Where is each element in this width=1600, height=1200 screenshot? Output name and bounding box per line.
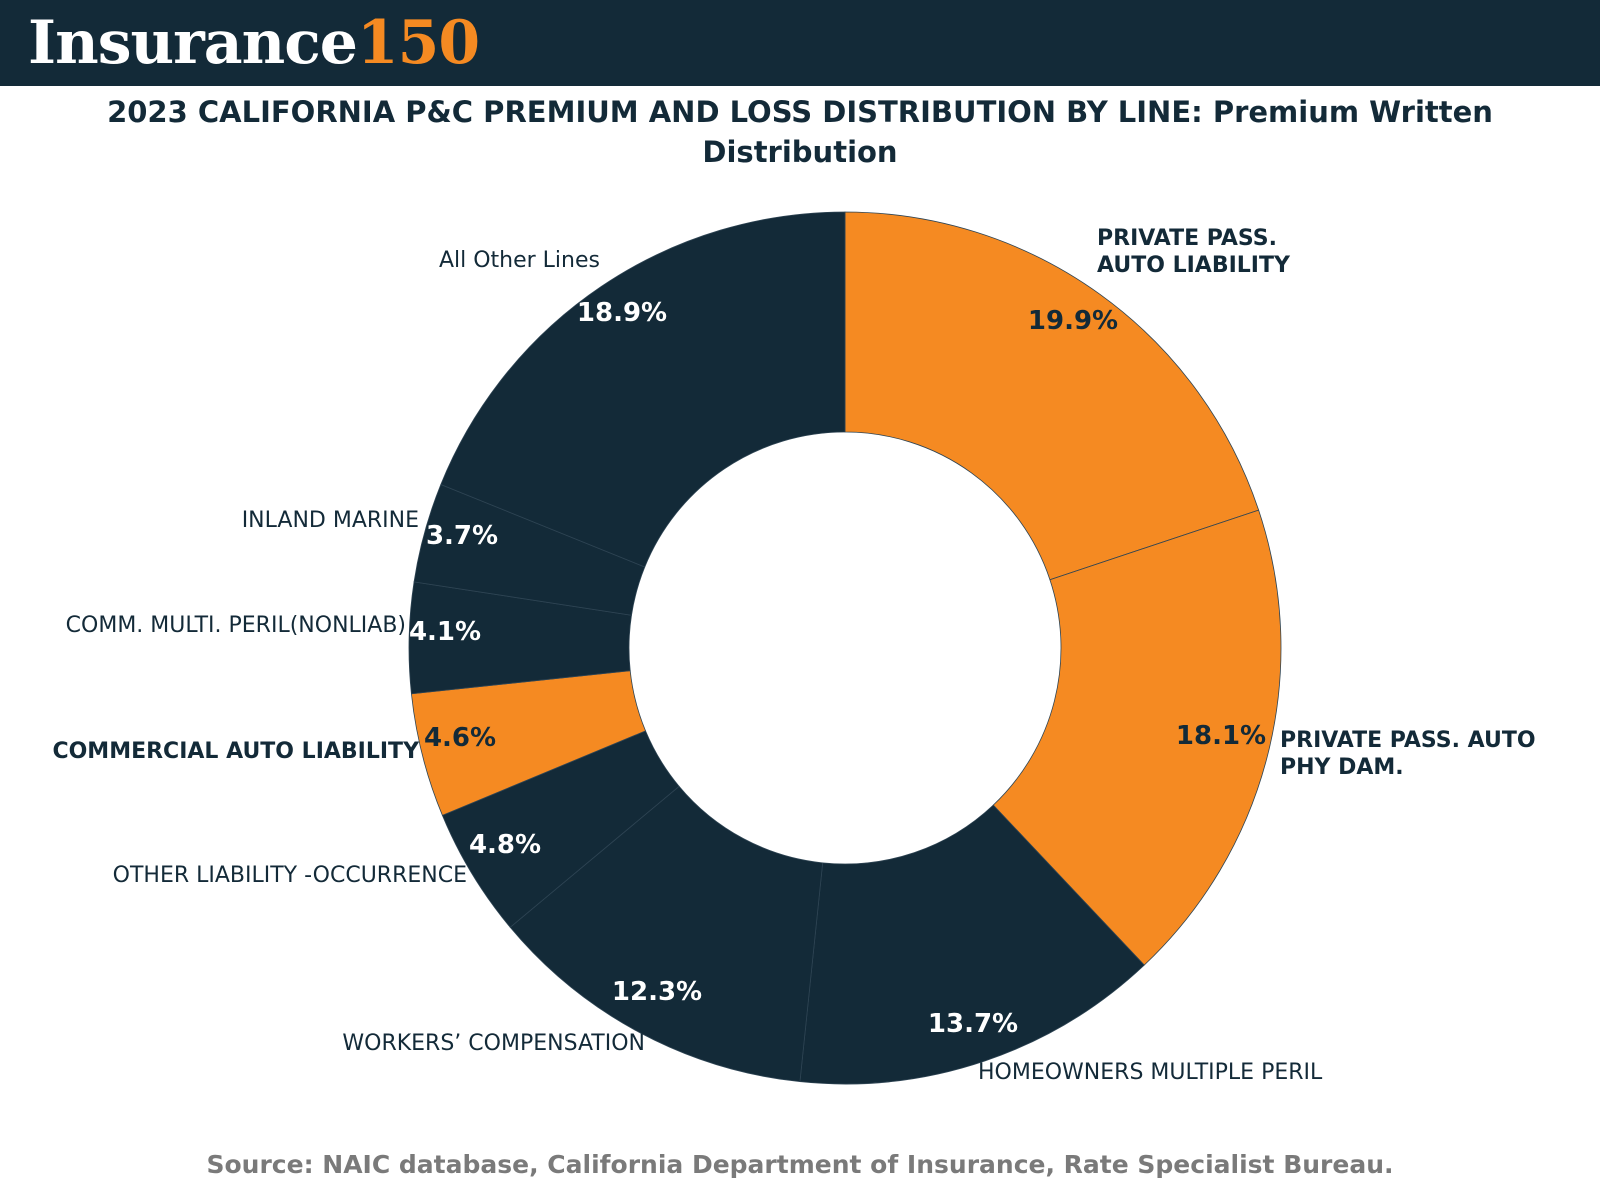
- slice-category-label: OTHER LIABILITY -OCCURRENCE: [113, 863, 467, 888]
- brand-logo: Insurance150: [28, 2, 480, 84]
- slice-all-other-lines: [440, 211, 846, 568]
- slice-percent-label: 4.8%: [469, 830, 541, 860]
- slice-percent-label: 19.9%: [1028, 306, 1118, 336]
- slice-category-label: PRIVATE PASS. AUTO LIABILITY: [1097, 226, 1291, 278]
- slice-percent-label: 4.1%: [409, 617, 481, 647]
- header-bar: Insurance150: [0, 0, 1600, 86]
- slice-category-label: PRIVATE PASS. AUTO PHY DAM.: [1280, 728, 1536, 780]
- slice-category-label: COMM. MULTI. PERIL(NONLIAB): [66, 613, 406, 638]
- slice-private-pass-auto-liability: [844, 211, 1260, 581]
- brand-word: Insurance: [28, 8, 358, 78]
- slice-percent-label: 12.3%: [612, 977, 702, 1007]
- slice-category-label: COMMERCIAL AUTO LIABILITY: [52, 739, 420, 764]
- slice-percent-label: 4.6%: [424, 723, 496, 753]
- slice-category-label: HOMEOWNERS MULTIPLE PERIL: [978, 1060, 1323, 1085]
- slice-percent-label: 18.9%: [577, 298, 667, 328]
- slice-percent-label: 3.7%: [426, 521, 498, 551]
- slice-category-label: All Other Lines: [439, 248, 600, 273]
- slice-percent-label: 13.7%: [928, 1009, 1018, 1039]
- slice-percent-label: 18.1%: [1176, 721, 1266, 751]
- slice-category-label: INLAND MARINE: [242, 508, 419, 533]
- slice-private-pass-auto-phy-dam: [992, 509, 1282, 966]
- chart-title: 2023 CALIFORNIA P&C PREMIUM AND LOSS DIS…: [107, 95, 1493, 169]
- source-note: Source: NAIC database, California Depart…: [206, 1150, 1394, 1179]
- slice-homeowners-multiple-peril: [799, 804, 1145, 1085]
- brand-number: 150: [356, 8, 480, 78]
- slice-category-label: WORKERS’ COMPENSATION: [342, 1031, 645, 1056]
- slice-workers-compensation: [509, 785, 824, 1083]
